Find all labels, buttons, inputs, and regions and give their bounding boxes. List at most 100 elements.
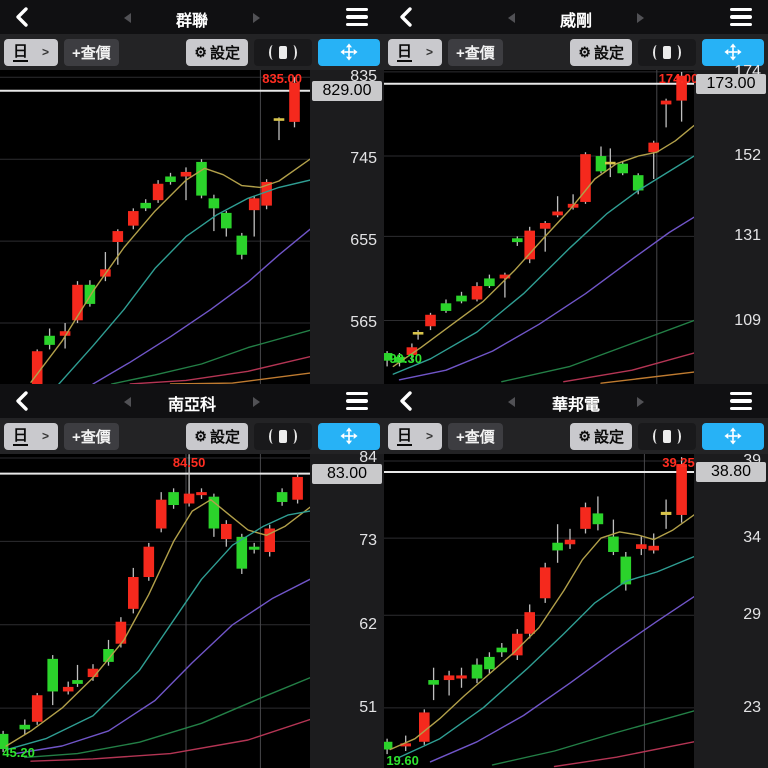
candle-body [512, 238, 523, 243]
price-axis: 835 745 655 565 829.00 [310, 68, 384, 384]
add-quote-button[interactable]: +查價 [448, 38, 503, 66]
navbar: 群聯 [0, 0, 384, 34]
candle-body [428, 680, 439, 685]
chart-style-button[interactable] [638, 38, 696, 66]
candlestick-plot[interactable]: 39.25 19.60 [384, 454, 695, 768]
settings-button[interactable]: ⚙ 設定 [570, 422, 632, 450]
candle-body [276, 492, 288, 502]
candlestick-plot[interactable]: 835.00 [0, 70, 310, 384]
next-stock-arrow-icon[interactable] [253, 13, 260, 23]
gear-icon: ⚙ [194, 427, 207, 444]
chart-style-button[interactable] [638, 422, 696, 450]
low-price-label: 99.30 [389, 350, 422, 366]
ma-line [5, 510, 310, 751]
candle-body [0, 733, 9, 750]
candle-body [471, 664, 483, 679]
candle-body [539, 567, 551, 599]
candle-body [471, 286, 483, 300]
prev-stock-arrow-icon[interactable] [508, 397, 515, 407]
candle-body [394, 356, 405, 363]
prev-stock-arrow-icon[interactable] [124, 397, 131, 407]
period-button[interactable]: 日 > [4, 422, 58, 450]
chart-area: 174.00 99.30 174 152 131 109 173.00 [384, 63, 768, 384]
prev-stock-arrow-icon[interactable] [508, 13, 515, 23]
candle-body [248, 198, 260, 211]
fullscreen-button[interactable] [702, 38, 764, 66]
menu-icon[interactable] [346, 392, 368, 410]
candle-body [47, 658, 58, 692]
ma-line [92, 228, 310, 384]
ma-line [392, 155, 694, 375]
candle-body [196, 492, 207, 496]
menu-icon[interactable] [346, 8, 368, 26]
current-price-box: 173.00 [696, 73, 766, 94]
fullscreen-button[interactable] [318, 38, 380, 66]
low-price-label: 19.60 [386, 753, 419, 768]
chart-style-button[interactable] [254, 422, 312, 450]
candle-body [443, 675, 455, 681]
move-arrows-icon [340, 427, 358, 445]
settings-button[interactable]: ⚙ 設定 [186, 38, 248, 66]
candle-body [406, 347, 418, 355]
candle-body [180, 171, 192, 177]
back-button[interactable] [396, 390, 418, 412]
candle-body [617, 163, 628, 174]
candle-body [632, 175, 644, 191]
candle-body [636, 544, 647, 549]
back-button[interactable] [12, 390, 34, 412]
candle-body [539, 222, 551, 229]
toolbar: 日 > +查價 ⚙ 設定 [0, 34, 384, 70]
ma-line [553, 741, 694, 768]
next-stock-arrow-icon[interactable] [637, 13, 644, 23]
candle-body [19, 724, 31, 730]
candle-body [292, 476, 303, 500]
navbar: 華邦電 [384, 384, 768, 418]
period-button[interactable]: 日 > [388, 38, 442, 66]
menu-icon[interactable] [730, 392, 752, 410]
menu-icon[interactable] [730, 8, 752, 26]
high-price-label: 84.50 [172, 455, 206, 470]
period-button[interactable]: 日 > [4, 38, 58, 66]
candle-body [128, 577, 139, 609]
stock-panel-2: 威剛 日 > +查價 ⚙ 設定 174.00 99.30 174 152 131 109 17… [384, 0, 768, 384]
settings-button[interactable]: ⚙ 設定 [186, 422, 248, 450]
candle-icon [279, 45, 287, 59]
candle-body [605, 161, 616, 165]
axis-tick-label: 152 [734, 147, 761, 165]
add-quote-button[interactable]: +查價 [448, 422, 503, 450]
period-button[interactable]: 日 > [388, 422, 442, 450]
fullscreen-button[interactable] [702, 422, 764, 450]
axis-tick-label: 109 [734, 311, 761, 329]
settings-button[interactable]: ⚙ 設定 [570, 38, 632, 66]
fullscreen-button[interactable] [318, 422, 380, 450]
back-button[interactable] [396, 6, 418, 28]
chevron-right-icon: > [425, 429, 433, 443]
move-arrows-icon [724, 427, 742, 445]
ma-line [392, 124, 694, 368]
candle-body [165, 176, 176, 182]
candlestick-plot[interactable]: 174.00 99.30 [384, 70, 698, 384]
candle-rotate-icon [653, 428, 661, 444]
axis-tick-label: 565 [350, 314, 377, 332]
ma-line [429, 595, 694, 763]
candle-body [484, 656, 495, 670]
candle-body [128, 211, 139, 226]
navbar: 威剛 [384, 0, 768, 34]
next-stock-arrow-icon[interactable] [253, 397, 260, 407]
candle-rotate-icon [653, 44, 661, 60]
chart-style-button[interactable] [254, 38, 312, 66]
candle-body [419, 712, 430, 742]
prev-stock-arrow-icon[interactable] [124, 13, 131, 23]
next-stock-arrow-icon[interactable] [637, 397, 644, 407]
add-quote-button[interactable]: +查價 [64, 422, 119, 450]
candle-rotate-icon [269, 428, 277, 444]
candlestick-plot[interactable]: 84.50 45.20 [0, 454, 310, 768]
candle-body [183, 493, 195, 504]
chart-area: 84.50 45.20 84 73 62 51 83.00 [0, 449, 384, 768]
back-button[interactable] [12, 6, 34, 28]
stock-panel-3: 南亞科 日 > +查價 ⚙ 設定 84.50 45.20 84 73 62 51 83.00 [0, 384, 384, 768]
settings-label: 設定 [209, 44, 240, 62]
candle-body [592, 513, 604, 525]
add-quote-button[interactable]: +查價 [64, 38, 119, 66]
current-price-box: 829.00 [312, 80, 382, 101]
